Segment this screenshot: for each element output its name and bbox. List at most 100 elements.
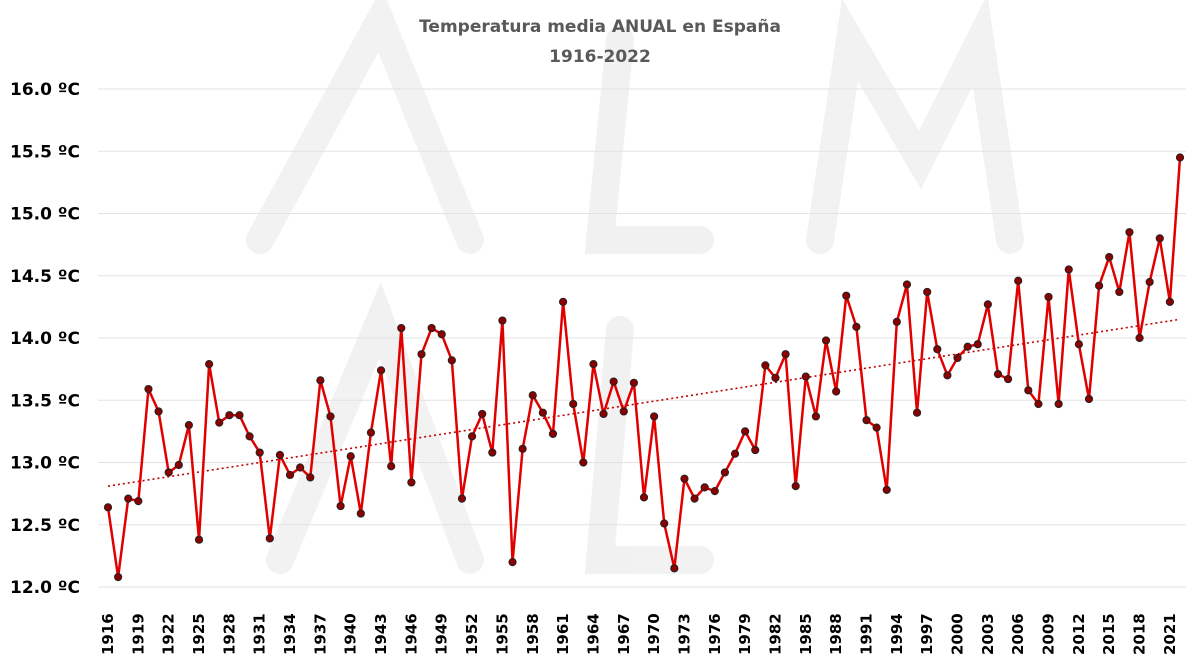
data-point-1921 [154, 407, 163, 416]
data-point-1996 [912, 408, 922, 417]
data-point-1942 [366, 428, 376, 437]
data-point-1971 [660, 519, 669, 528]
x-tick-label: 2003 [979, 613, 997, 655]
y-tick-label: 13.0 ºC [10, 454, 80, 474]
data-point-2013 [1084, 394, 1094, 404]
x-tick-label: 1997 [918, 613, 936, 655]
data-point-1956 [508, 558, 517, 567]
data-point-1972 [670, 564, 679, 573]
data-point-1937 [316, 376, 325, 385]
data-point-2010 [1054, 399, 1063, 409]
data-point-1917 [114, 572, 123, 582]
data-point-2022 [1175, 153, 1185, 162]
y-tick-label: 12.0 ºC [10, 578, 80, 598]
data-point-1960 [548, 429, 558, 438]
data-point-1938 [326, 412, 335, 421]
data-point-1976 [710, 487, 719, 496]
trendline [107, 318, 1181, 487]
data-point-1930 [245, 432, 254, 441]
data-point-1916 [103, 503, 113, 512]
data-point-1986 [811, 412, 821, 421]
x-tick-label: 2009 [1040, 613, 1058, 655]
x-tick-label: 1979 [736, 613, 754, 655]
chart-subtitle: 1916-2022 [549, 47, 651, 67]
data-point-2002 [973, 340, 982, 349]
data-point-1943 [376, 366, 386, 375]
x-tick-label: 1919 [129, 613, 147, 655]
y-tick-label: 15.5 ºC [10, 142, 80, 162]
data-point-1982 [771, 373, 780, 382]
data-point-2019 [1145, 277, 1154, 287]
x-tick-label: 1943 [372, 613, 390, 655]
data-point-1984 [791, 482, 800, 491]
y-tick-label: 15.0 ºC [10, 205, 80, 225]
x-tick-label: 1973 [675, 613, 693, 655]
data-point-2017 [1125, 228, 1134, 237]
data-point-1967 [619, 407, 628, 416]
data-point-1970 [650, 412, 659, 421]
data-point-2009 [1044, 292, 1053, 302]
data-point-2007 [1024, 386, 1033, 395]
x-tick-label: 1985 [797, 613, 815, 655]
chart-title: Temperatura media ANUAL en España [419, 17, 781, 37]
data-point-1952 [467, 432, 477, 441]
data-point-1928 [225, 411, 234, 420]
data-point-2021 [1165, 297, 1174, 306]
data-point-1974 [690, 494, 699, 503]
data-point-1987 [821, 336, 831, 345]
data-point-2011 [1064, 265, 1073, 274]
data-point-1959 [538, 408, 547, 417]
data-point-1980 [751, 445, 760, 455]
data-point-1932 [265, 534, 274, 543]
y-tick-label: 14.5 ºC [10, 267, 80, 287]
y-tick-label: 14.0 ºC [10, 329, 80, 349]
x-tick-label: 1976 [706, 613, 724, 655]
y-axis: 12.0 ºC 12.5 ºC 13.0 ºC 13.5 ºC 14.0 ºC 14.5 … [10, 80, 80, 598]
x-tick-label: 1940 [342, 613, 360, 655]
data-point-2012 [1074, 340, 1083, 349]
data-point-1958 [528, 391, 537, 400]
data-point-2006 [1014, 276, 1023, 285]
data-point-1993 [882, 485, 891, 494]
x-tick-label: 1952 [463, 613, 481, 655]
data-point-1994 [892, 317, 901, 326]
x-tick-label: 2018 [1131, 613, 1149, 655]
x-tick-label: 1961 [554, 613, 572, 655]
data-point-2008 [1034, 399, 1043, 409]
data-point-1999 [943, 371, 952, 380]
data-point-1944 [387, 462, 396, 471]
data-point-1919 [134, 496, 143, 506]
y-tick-label: 13.5 ºC [10, 391, 80, 411]
x-tick-label: 1967 [615, 613, 633, 655]
x-tick-label: 1916 [99, 613, 117, 655]
x-tick-label: 1949 [433, 613, 451, 655]
x-axis: 1916 1919 1922 1925 1928 1931 1934 1937 1940 1943… [99, 613, 1179, 655]
data-point-1929 [235, 411, 244, 420]
data-point-1955 [498, 316, 507, 325]
data-point-1961 [558, 297, 568, 306]
data-point-1950 [447, 356, 456, 365]
x-tick-label: 1970 [645, 613, 663, 655]
data-point-2000 [953, 353, 962, 363]
data-point-2005 [1003, 374, 1013, 384]
data-point-1926 [205, 360, 214, 369]
data-point-1965 [599, 409, 608, 419]
data-point-1966 [609, 377, 618, 386]
x-tick-label: 2006 [1009, 613, 1027, 655]
x-tick-label: 1937 [311, 613, 329, 655]
x-tick-label: 1931 [251, 613, 269, 655]
data-point-2014 [1094, 281, 1104, 290]
data-point-1945 [397, 323, 406, 333]
y-tick-label: 16.0 ºC [10, 80, 80, 100]
data-point-1979 [741, 427, 750, 436]
x-tick-label: 1922 [160, 613, 178, 655]
data-point-1940 [346, 452, 355, 461]
data-point-1997 [923, 287, 932, 297]
data-point-2001 [963, 342, 972, 351]
data-point-1957 [518, 444, 527, 453]
data-point-1936 [306, 473, 315, 482]
data-point-1948 [427, 323, 436, 333]
x-tick-label: 1991 [857, 613, 875, 655]
data-point-1927 [215, 418, 224, 427]
